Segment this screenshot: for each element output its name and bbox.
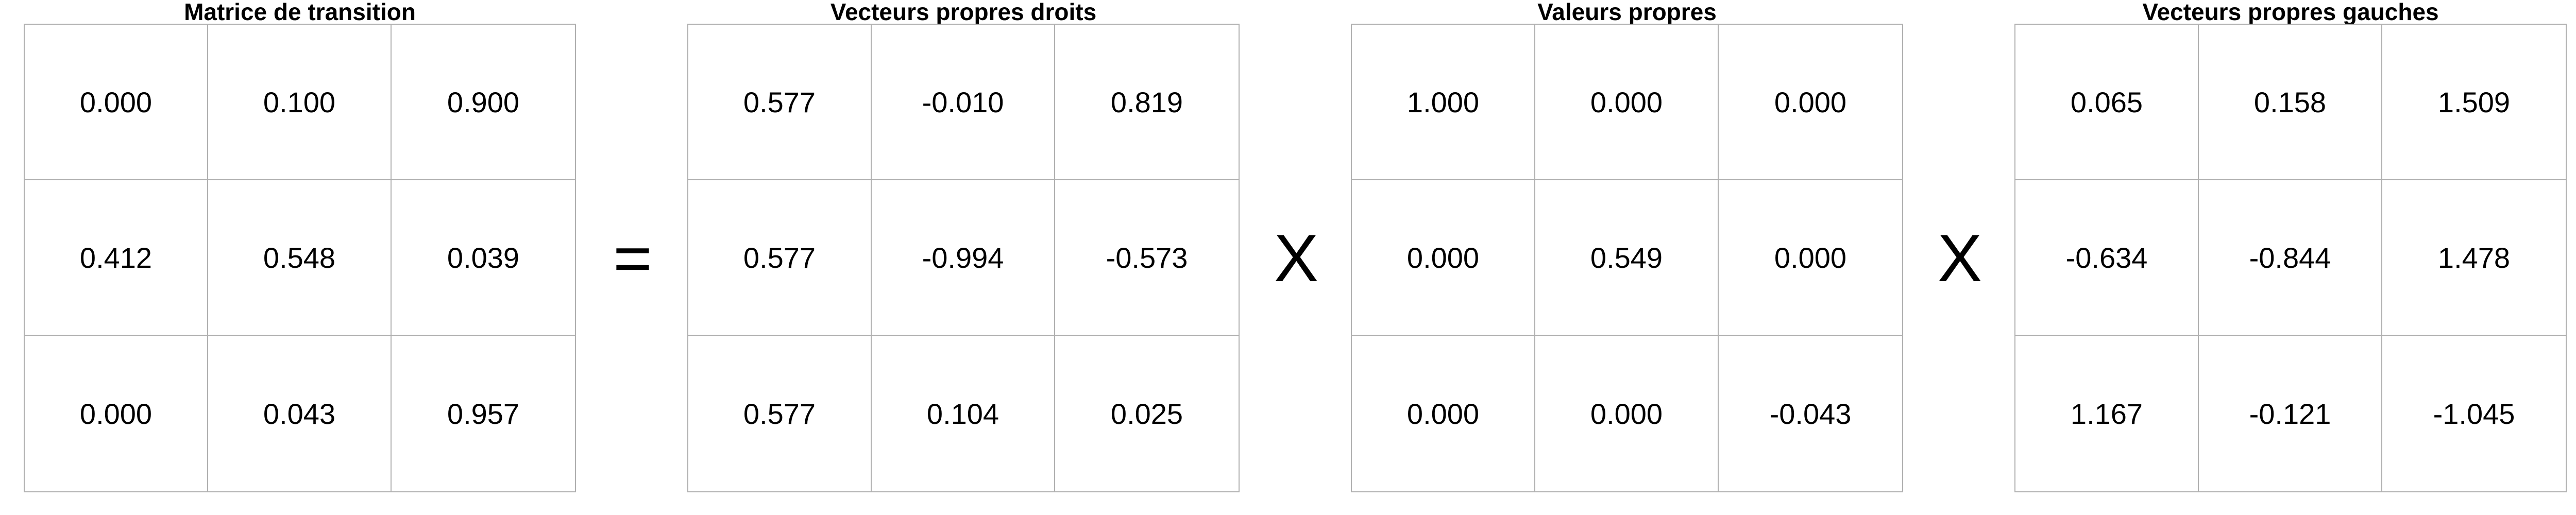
right-eigenvectors-matrix: 0.577 -0.010 0.819 0.577 -0.994 -0.573 0… (687, 24, 1240, 492)
matrix-cell: 0.577 (688, 336, 872, 491)
equals-operator: = (613, 220, 652, 296)
matrix-cell: 0.549 (1535, 180, 1719, 336)
multiply-operator: X (1274, 220, 1319, 296)
matrix-cell: 1.167 (2015, 336, 2199, 491)
matrix-cell: 0.100 (208, 25, 392, 180)
matrix-title-transition: Matrice de transition (184, 0, 416, 25)
multiply-operator: X (1937, 220, 1982, 296)
matrix-title-eigenvalues: Valeurs propres (1537, 0, 1717, 25)
transition-matrix: 0.000 0.100 0.900 0.412 0.548 0.039 0.00… (24, 24, 576, 492)
matrix-cell: 1.000 (1352, 25, 1535, 180)
matrix-cell: 0.000 (1719, 180, 1902, 336)
matrix-cell: 0.000 (25, 25, 208, 180)
matrix-cell: 0.548 (208, 180, 392, 336)
matrix-cell: 0.819 (1055, 25, 1239, 180)
matrix-title-left-eigenvectors: Vecteurs propres gauches (2142, 0, 2439, 25)
matrix-cell: 0.577 (688, 25, 872, 180)
matrix-cell: 0.000 (25, 336, 208, 491)
matrix-cell: -0.573 (1055, 180, 1239, 336)
matrix-cell: 1.509 (2382, 25, 2566, 180)
matrix-cell: 0.025 (1110, 397, 1183, 430)
matrix-cell: 0.000 (1535, 336, 1719, 491)
matrix-cell: 0.957 (447, 397, 520, 430)
matrix-cell: 0.158 (2199, 25, 2382, 180)
matrix-cell: -0.010 (872, 25, 1055, 180)
matrix-cell: -0.043 (1769, 397, 1852, 430)
matrix-cell: 0.065 (2015, 25, 2199, 180)
matrix-title-right-eigenvectors: Vecteurs propres droits (830, 0, 1097, 25)
matrix-cell: -0.844 (2199, 180, 2382, 336)
matrix-cell: 0.039 (392, 180, 575, 336)
matrix-cell: 0.043 (208, 336, 392, 491)
matrix-cell: 0.000 (1352, 336, 1535, 491)
matrix-cell: 0.000 (1719, 25, 1902, 180)
matrix-cell: 1.478 (2382, 180, 2566, 336)
matrix-cell: 0.000 (1535, 25, 1719, 180)
matrix-cell: -0.634 (2015, 180, 2199, 336)
matrix-cell: 0.577 (688, 180, 872, 336)
matrix-cell: 0.900 (392, 25, 575, 180)
matrix-cell: -0.994 (872, 180, 1055, 336)
eigenvalues-matrix: 1.000 0.000 0.000 0.000 0.549 0.000 0.00… (1351, 24, 1903, 492)
matrix-cell: -0.121 (2199, 336, 2382, 491)
matrix-cell: -1.045 (2433, 397, 2515, 430)
matrix-cell: 0.412 (25, 180, 208, 336)
left-eigenvectors-matrix: 0.065 0.158 1.509 -0.634 -0.844 1.478 1.… (2014, 24, 2567, 492)
matrix-cell: 0.000 (1352, 180, 1535, 336)
matrix-cell: 0.104 (872, 336, 1055, 491)
